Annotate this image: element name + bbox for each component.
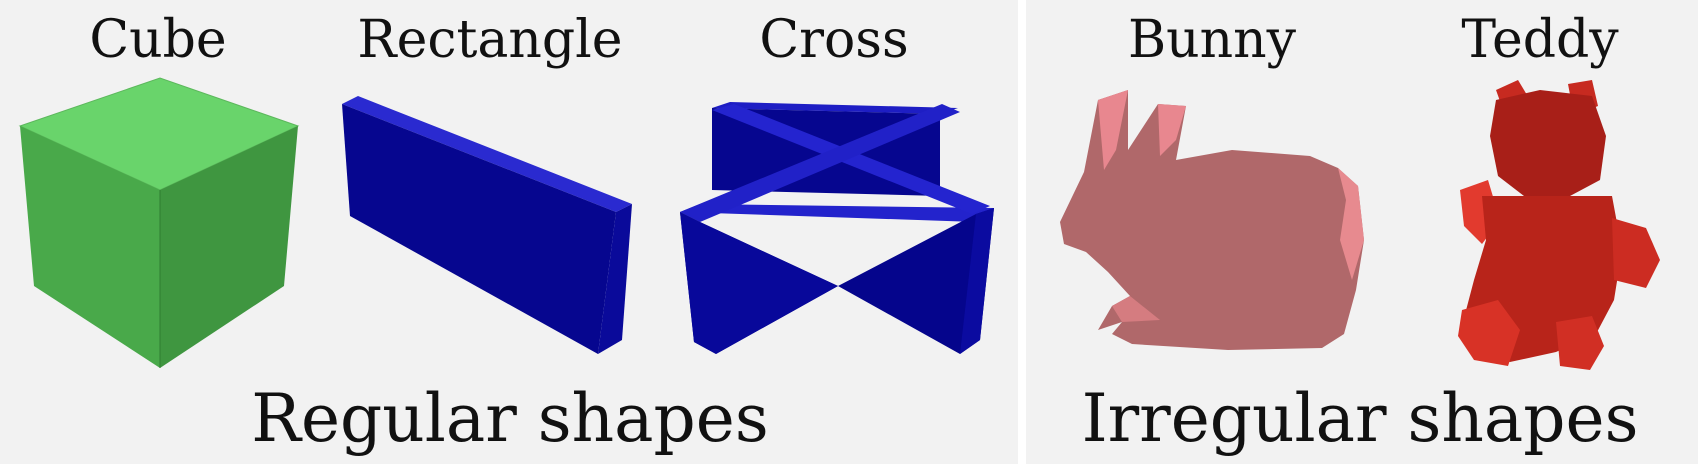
rectangle-label: Rectangle — [357, 10, 623, 70]
regular-shapes-title: Regular shapes — [251, 380, 769, 457]
cube-label: Cube — [89, 10, 227, 70]
cross-label: Cross — [759, 10, 909, 70]
bunny-label: Bunny — [1127, 10, 1297, 70]
irregular-shapes-title: Irregular shapes — [1081, 380, 1639, 457]
teddy-label: Teddy — [1461, 10, 1619, 70]
panel-divider — [1018, 0, 1026, 464]
